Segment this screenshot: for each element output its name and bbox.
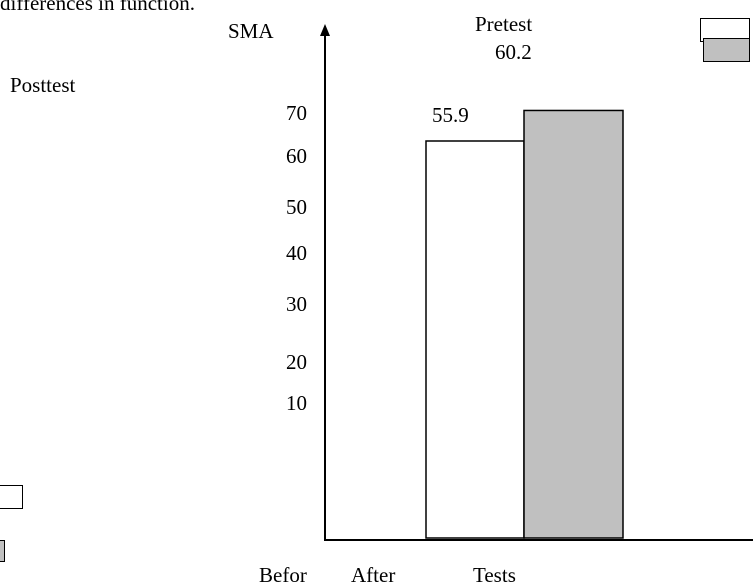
bars bbox=[425, 109, 624, 539]
y-tick-label: 40 bbox=[286, 241, 307, 265]
bar-pretest bbox=[425, 140, 525, 539]
y-tick-label: 10 bbox=[286, 391, 307, 415]
legend-label-pretest: Pretest bbox=[475, 12, 533, 36]
data-label-pretest: 55.9 bbox=[432, 103, 469, 127]
legend-label-posttest: Posttest bbox=[10, 73, 76, 97]
category-label-before: Befor bbox=[259, 563, 307, 587]
legend-swatch-posttest bbox=[703, 38, 750, 62]
y-tick-label: 30 bbox=[286, 292, 307, 316]
bar-posttest bbox=[523, 109, 624, 539]
y-tick-label: 20 bbox=[286, 350, 307, 374]
y-tick-label: 50 bbox=[286, 195, 307, 219]
legend-swatch-posttest-small bbox=[0, 540, 5, 562]
y-tick-label: 60 bbox=[286, 144, 307, 168]
legend-swatch-pretest-small bbox=[0, 485, 23, 509]
x-axis-label: Tests bbox=[473, 563, 516, 587]
y-tick-label: 70 bbox=[286, 101, 307, 125]
caption-fragment: differences in function. bbox=[0, 0, 195, 15]
y-axis-label: SMA bbox=[228, 19, 274, 43]
category-label-after: After bbox=[351, 563, 396, 587]
y-tick-labels: 10 20 30 40 50 60 70 bbox=[286, 101, 307, 415]
data-label-posttest: 60.2 bbox=[495, 40, 532, 64]
